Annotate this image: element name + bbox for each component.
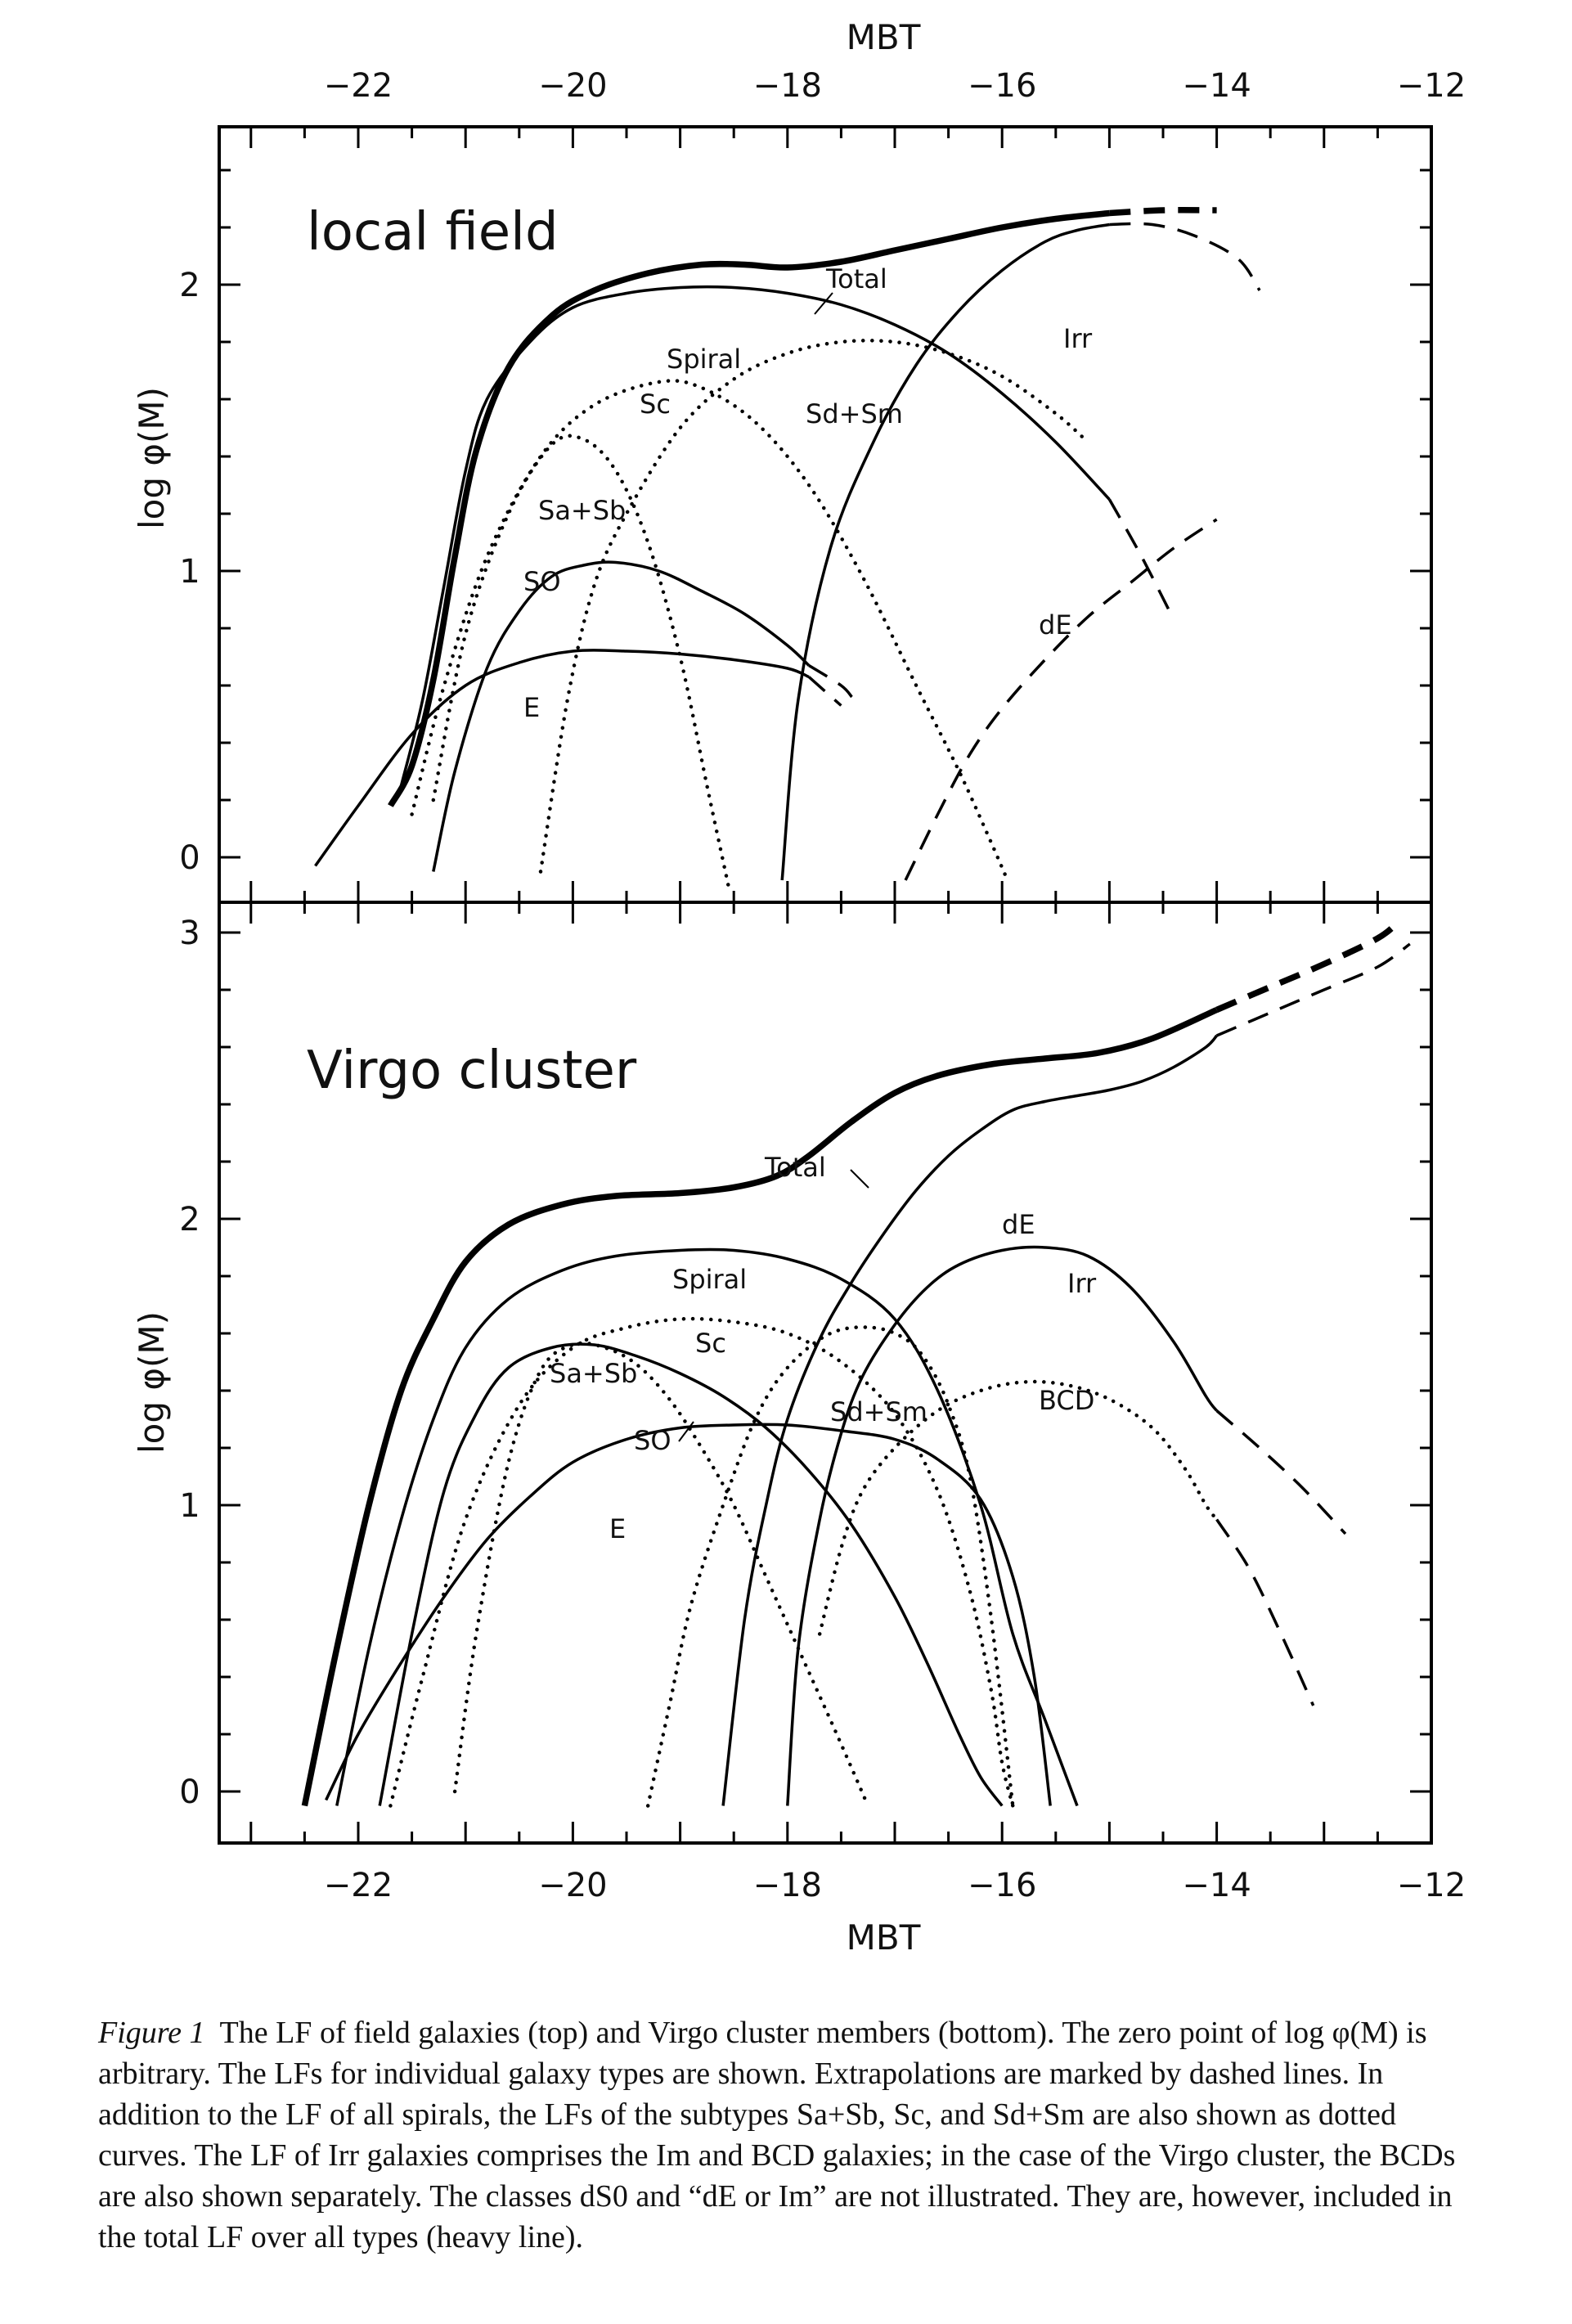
bottom-label-irr: Irr bbox=[1067, 1268, 1097, 1299]
bottom-label-de: dE bbox=[1002, 1209, 1035, 1240]
bottom-x-tick-label: −14 bbox=[1182, 1867, 1251, 1904]
top-x-axis-label: MBT bbox=[847, 17, 921, 57]
top-label-e: E bbox=[523, 692, 540, 723]
top-label-irr: Irr bbox=[1063, 323, 1093, 354]
bottom-series-irr-extrapolated bbox=[1215, 1409, 1347, 1535]
top-label-s0: SO bbox=[523, 566, 561, 597]
bottom-x-tick-label: −12 bbox=[1397, 1867, 1466, 1904]
bottom-label-sa-sb: Sa+Sb bbox=[550, 1358, 637, 1389]
top-x-tick-label: −12 bbox=[1397, 67, 1466, 105]
top-series-sd-sm bbox=[538, 339, 1090, 874]
bottom-series-de bbox=[721, 1034, 1218, 1806]
bottom-label-e: E bbox=[609, 1513, 626, 1544]
top-y-tick-label: 2 bbox=[179, 267, 200, 304]
top-label-sd-sm: Sd+Sm bbox=[806, 398, 903, 429]
figure-caption: Figure 1 The LF of field galaxies (top) a… bbox=[98, 2012, 1472, 2258]
caption-tag: Figure 1 bbox=[98, 2016, 205, 2050]
top-series-spiral bbox=[399, 285, 1111, 786]
bottom-series-bcd-extrapolated bbox=[1215, 1518, 1315, 1706]
bottom-series-de-extrapolated bbox=[1215, 942, 1411, 1037]
top-series-e-extrapolated bbox=[807, 676, 842, 707]
curves-layer bbox=[301, 206, 1411, 1808]
bottom-series-sa-sb bbox=[452, 1341, 870, 1808]
bottom-x-tick-label: −18 bbox=[753, 1867, 822, 1904]
bottom-series-irr bbox=[786, 1245, 1218, 1806]
top-y-axis-label: log φ(M) bbox=[132, 387, 172, 529]
top-series-irr bbox=[780, 223, 1110, 881]
bottom-panel-frame bbox=[218, 901, 1433, 1845]
top-series-irr-extrapolated bbox=[1109, 222, 1261, 291]
bottom-label-total: Total bbox=[764, 1152, 826, 1183]
top-label-total: Total bbox=[825, 263, 887, 294]
bottom-series-sc bbox=[389, 1316, 1015, 1808]
bottom-x-tick-label: −20 bbox=[538, 1867, 607, 1904]
top-series-spiral-extrapolated bbox=[1107, 498, 1175, 621]
top-y-tick-label: 1 bbox=[179, 553, 200, 591]
bottom-label-bcd: BCD bbox=[1039, 1385, 1094, 1416]
bottom-label-s0: SO bbox=[634, 1425, 671, 1456]
top-series-e bbox=[314, 649, 810, 867]
bottom-x-tick-label: −16 bbox=[968, 1867, 1036, 1904]
top-label-de: dE bbox=[1039, 609, 1072, 641]
bottom-series-bcd bbox=[817, 1379, 1219, 1636]
top-series-total bbox=[388, 209, 1110, 807]
bottom-series-total-extrapolated bbox=[1215, 919, 1402, 1013]
bottom-label-sd-sm: Sd+Sm bbox=[830, 1396, 927, 1427]
top-panel-title: local field bbox=[307, 202, 559, 263]
caption-text: The LF of field galaxies (top) and Virgo… bbox=[98, 2016, 1456, 2254]
top-x-tick-label: −22 bbox=[324, 67, 393, 105]
top-x-tick-label: −14 bbox=[1182, 67, 1251, 105]
top-label-spiral: Spiral bbox=[667, 344, 741, 375]
bottom-series-spiral bbox=[335, 1247, 1079, 1807]
bottom-y-tick-label: 0 bbox=[179, 1773, 200, 1811]
top-label-sc: Sc bbox=[640, 389, 671, 420]
bottom-series-total bbox=[301, 1007, 1219, 1807]
top-series-sc bbox=[410, 379, 1010, 883]
bottom-label-sc: Sc bbox=[695, 1328, 726, 1359]
top-leader-total bbox=[814, 292, 833, 315]
top-x-tick-label: −18 bbox=[753, 67, 822, 105]
bottom-series-s0 bbox=[378, 1342, 1004, 1807]
bottom-y-tick-label: 3 bbox=[179, 915, 200, 952]
top-x-tick-label: −16 bbox=[968, 67, 1036, 105]
bottom-y-axis-label: log φ(M) bbox=[132, 1311, 172, 1454]
top-y-tick-label: 0 bbox=[179, 839, 200, 877]
bottom-label-spiral: Spiral bbox=[672, 1264, 747, 1295]
bottom-x-tick-label: −22 bbox=[324, 1867, 393, 1904]
bottom-leader-s0 bbox=[678, 1421, 694, 1442]
top-series-total-extrapolated bbox=[1109, 206, 1217, 217]
top-series-s0 bbox=[432, 560, 811, 872]
top-series-sa-sb bbox=[431, 434, 730, 888]
bottom-x-axis-label: MBT bbox=[847, 1917, 921, 1958]
ticks-layer: −22 −20 −18 −16 −14 −12 0 1 2 −22 −20 −18 −16 −14 −12 0… bbox=[179, 67, 1466, 1904]
top-series-s0-extrapolated bbox=[808, 664, 853, 699]
top-x-tick-label: −20 bbox=[538, 67, 607, 105]
top-series-de bbox=[904, 518, 1218, 881]
bottom-series-e bbox=[325, 1423, 1052, 1806]
top-label-sa-sb: Sa+Sb bbox=[538, 495, 626, 526]
bottom-y-tick-label: 1 bbox=[179, 1487, 200, 1525]
bottom-y-tick-label: 2 bbox=[179, 1201, 200, 1238]
bottom-leader-total bbox=[850, 1169, 869, 1189]
bottom-panel-title: Virgo cluster bbox=[307, 1041, 637, 1101]
